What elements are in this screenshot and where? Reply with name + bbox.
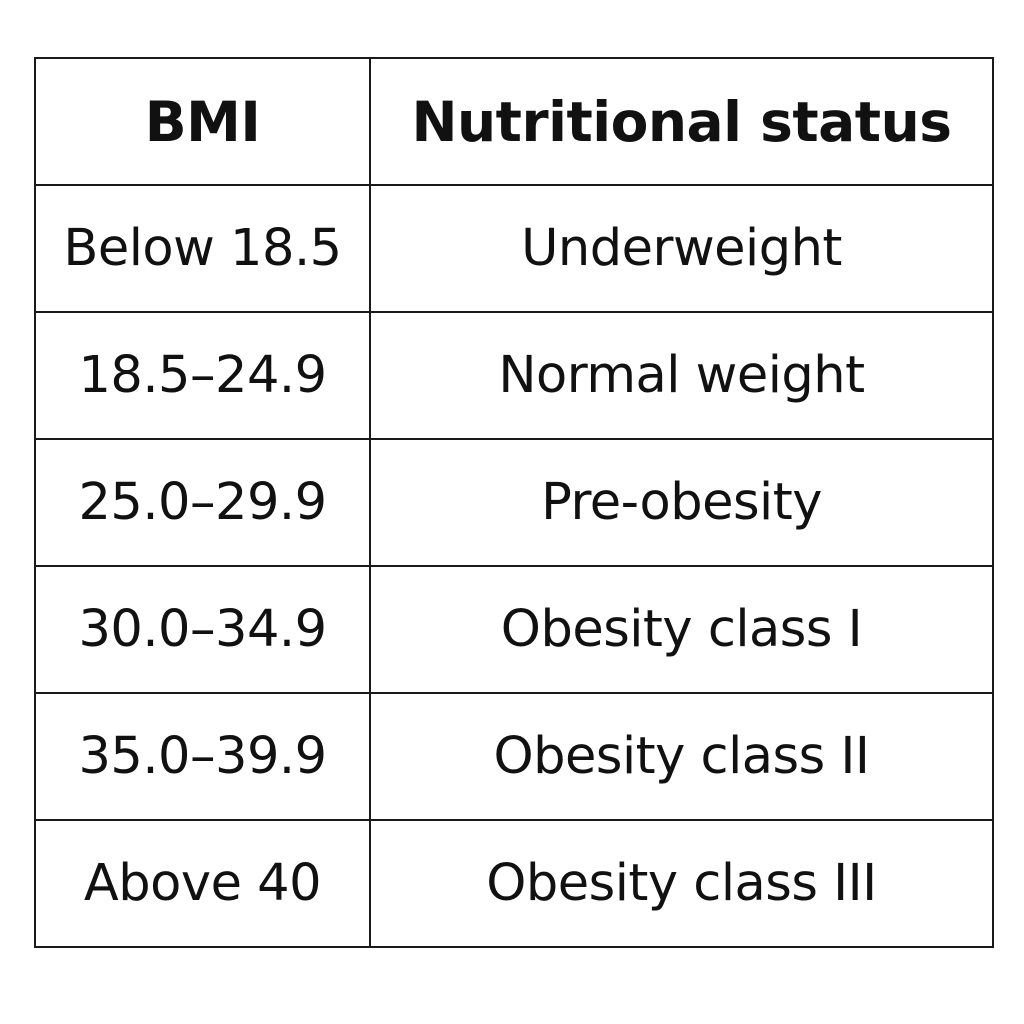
status-cell: Pre-obesity	[369, 438, 994, 567]
status-cell: Obesity class II	[369, 692, 994, 821]
header-bmi: BMI	[34, 57, 371, 186]
status-cell: Obesity class I	[369, 565, 994, 694]
header-nutritional-status: Nutritional status	[369, 57, 994, 186]
table-row: 35.0–39.9 Obesity class II	[34, 692, 994, 821]
status-cell: Underweight	[369, 184, 994, 313]
table-row: 25.0–29.9 Pre-obesity	[34, 438, 994, 567]
bmi-cell: Above 40	[34, 819, 371, 948]
bmi-cell: 18.5–24.9	[34, 311, 371, 440]
table-row: Below 18.5 Underweight	[34, 184, 994, 313]
status-cell: Obesity class III	[369, 819, 994, 948]
table-row: Above 40 Obesity class III	[34, 819, 994, 948]
bmi-table-container: BMI Nutritional status Below 18.5 Underw…	[34, 57, 994, 948]
header-row: BMI Nutritional status	[34, 57, 994, 186]
bmi-table: BMI Nutritional status Below 18.5 Underw…	[34, 57, 994, 948]
bmi-cell: Below 18.5	[34, 184, 371, 313]
table-row: 18.5–24.9 Normal weight	[34, 311, 994, 440]
table-row: 30.0–34.9 Obesity class I	[34, 565, 994, 694]
bmi-cell: 25.0–29.9	[34, 438, 371, 567]
status-cell: Normal weight	[369, 311, 994, 440]
bmi-cell: 30.0–34.9	[34, 565, 371, 694]
bmi-cell: 35.0–39.9	[34, 692, 371, 821]
